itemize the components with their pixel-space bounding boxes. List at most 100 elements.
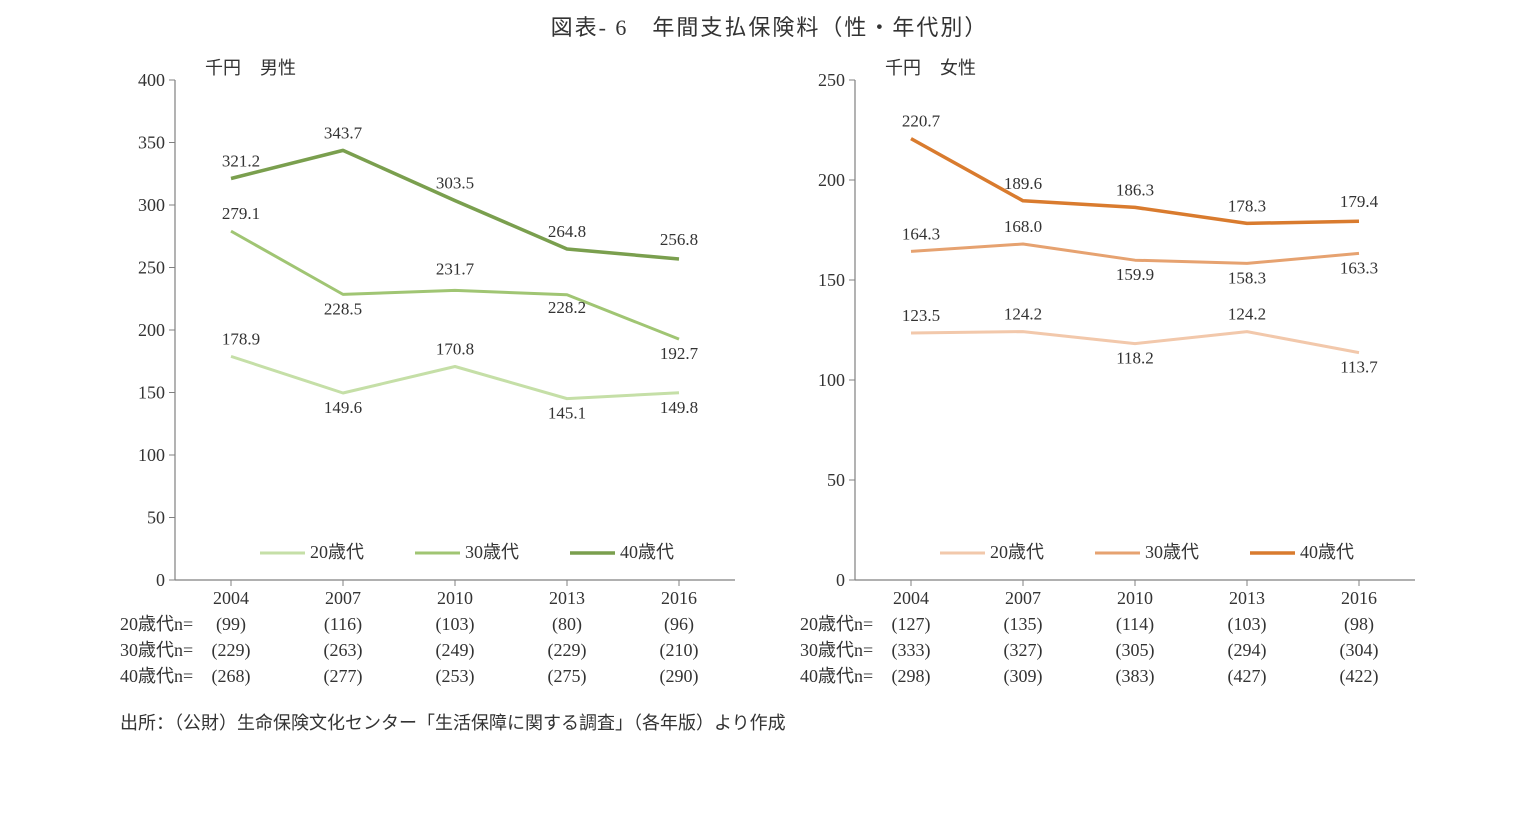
chart-male: 050100150200250300350400千円男性200420072010… xyxy=(105,52,755,700)
n-value: (114) xyxy=(1115,614,1153,635)
x-tick-label: 2016 xyxy=(661,588,697,608)
n-value: (103) xyxy=(435,614,474,635)
legend-label: 40歳代 xyxy=(1300,542,1354,562)
data-label: 159.9 xyxy=(1115,265,1153,284)
y-tick-label: 200 xyxy=(818,170,845,190)
data-label: 123.5 xyxy=(901,306,939,325)
x-tick-label: 2013 xyxy=(549,588,585,608)
n-value: (268) xyxy=(211,666,250,687)
y-tick-label: 200 xyxy=(138,320,165,340)
data-label: 149.8 xyxy=(659,398,697,417)
data-label: 178.3 xyxy=(1227,196,1265,215)
data-label: 179.4 xyxy=(1339,192,1378,211)
n-value: (333) xyxy=(891,640,930,661)
n-value: (263) xyxy=(323,640,362,661)
data-label: 256.8 xyxy=(659,230,697,249)
legend-label: 20歳代 xyxy=(310,542,364,562)
n-value: (294) xyxy=(1227,640,1266,661)
y-tick-label: 150 xyxy=(818,270,845,290)
n-value: (290) xyxy=(659,666,698,687)
data-label: 343.7 xyxy=(323,123,362,142)
data-label: 303.5 xyxy=(435,174,473,193)
data-label: 124.2 xyxy=(1003,305,1041,324)
n-value: (249) xyxy=(435,640,474,661)
y-unit-label: 千円 xyxy=(205,58,241,78)
n-value: (305) xyxy=(1115,640,1154,661)
y-tick-label: 400 xyxy=(138,70,165,90)
chart-panels: 050100150200250300350400千円男性200420072010… xyxy=(10,52,1529,705)
group-label: 男性 xyxy=(260,58,296,78)
data-label: 228.5 xyxy=(323,299,361,318)
data-label: 186.3 xyxy=(1115,180,1153,199)
x-tick-label: 2004 xyxy=(893,588,929,608)
x-tick-label: 2013 xyxy=(1229,588,1265,608)
n-value: (127) xyxy=(891,614,930,635)
y-tick-label: 300 xyxy=(138,195,165,215)
y-tick-label: 0 xyxy=(836,570,845,590)
n-value: (422) xyxy=(1339,666,1378,687)
data-label: 170.8 xyxy=(435,340,473,359)
y-tick-label: 250 xyxy=(138,258,165,278)
n-value: (277) xyxy=(323,666,362,687)
n-value: (229) xyxy=(211,640,250,661)
n-row-label: 20歳代n= xyxy=(120,614,193,634)
y-unit-label: 千円 xyxy=(885,58,921,78)
n-value: (135) xyxy=(1003,614,1042,635)
data-label: 163.3 xyxy=(1339,258,1377,277)
data-label: 264.8 xyxy=(547,222,585,241)
data-label: 149.6 xyxy=(323,398,361,417)
chart-panel: 050100150200250300350400千円男性200420072010… xyxy=(105,52,755,705)
data-label: 189.6 xyxy=(1003,174,1041,193)
x-tick-label: 2007 xyxy=(325,588,361,608)
data-label: 321.2 xyxy=(221,152,259,171)
n-value: (229) xyxy=(547,640,586,661)
n-row-label: 40歳代n= xyxy=(120,666,193,686)
x-tick-label: 2004 xyxy=(213,588,249,608)
series-line xyxy=(231,231,679,339)
y-tick-label: 250 xyxy=(818,70,845,90)
n-row-label: 30歳代n= xyxy=(120,640,193,660)
group-label: 女性 xyxy=(940,58,976,78)
n-value: (298) xyxy=(891,666,930,687)
n-value: (427) xyxy=(1227,666,1266,687)
data-label: 113.7 xyxy=(1340,358,1378,377)
legend-label: 20歳代 xyxy=(990,542,1044,562)
chart-title: 図表- 6 年間支払保険料（性・年代別） xyxy=(10,10,1529,42)
x-tick-label: 2010 xyxy=(1117,588,1153,608)
n-value: (210) xyxy=(659,640,698,661)
y-tick-label: 0 xyxy=(156,570,165,590)
x-tick-label: 2007 xyxy=(1005,588,1041,608)
data-label: 220.7 xyxy=(901,112,940,131)
data-label: 124.2 xyxy=(1227,305,1265,324)
legend-label: 30歳代 xyxy=(1145,542,1199,562)
x-tick-label: 2016 xyxy=(1341,588,1377,608)
n-value: (99) xyxy=(216,614,246,635)
n-value: (304) xyxy=(1339,640,1378,661)
x-tick-label: 2010 xyxy=(437,588,473,608)
data-label: 231.7 xyxy=(435,259,474,278)
y-tick-label: 150 xyxy=(138,383,165,403)
n-value: (383) xyxy=(1115,666,1154,687)
data-label: 279.1 xyxy=(221,204,259,223)
chart-panel: 050100150200250千円女性200420072010201320161… xyxy=(785,52,1435,705)
n-value: (327) xyxy=(1003,640,1042,661)
n-row-label: 30歳代n= xyxy=(800,640,873,660)
n-row-label: 20歳代n= xyxy=(800,614,873,634)
y-tick-label: 50 xyxy=(827,470,845,490)
n-row-label: 40歳代n= xyxy=(800,666,873,686)
n-value: (80) xyxy=(552,614,582,635)
n-value: (98) xyxy=(1344,614,1374,635)
data-label: 118.2 xyxy=(1116,349,1154,368)
data-label: 164.3 xyxy=(901,224,939,243)
y-tick-label: 100 xyxy=(138,445,165,465)
n-value: (253) xyxy=(435,666,474,687)
n-value: (309) xyxy=(1003,666,1042,687)
data-label: 192.7 xyxy=(659,344,698,363)
y-tick-label: 350 xyxy=(138,133,165,153)
data-label: 228.2 xyxy=(547,298,585,317)
data-label: 158.3 xyxy=(1227,268,1265,287)
legend-label: 40歳代 xyxy=(620,542,674,562)
chart-female: 050100150200250千円女性200420072010201320161… xyxy=(785,52,1435,700)
n-value: (275) xyxy=(547,666,586,687)
series-line xyxy=(911,244,1359,263)
